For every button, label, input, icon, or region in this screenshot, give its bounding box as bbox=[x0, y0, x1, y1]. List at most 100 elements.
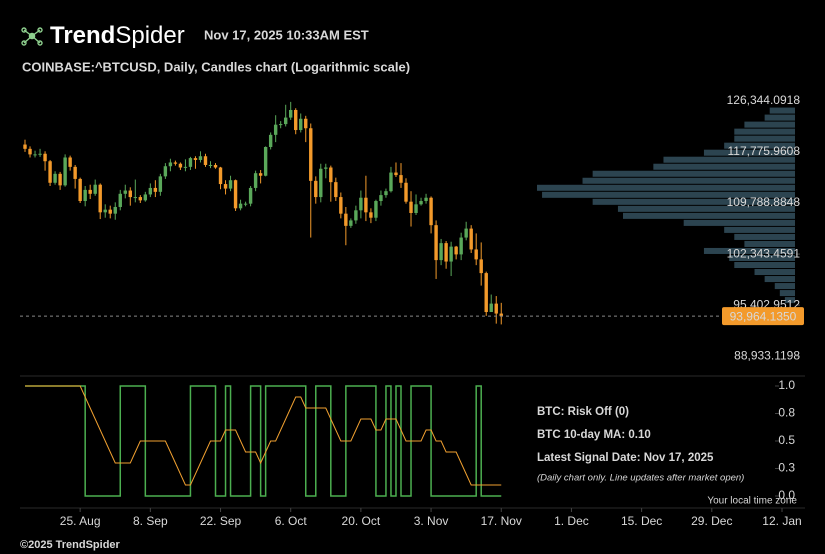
legend-entry: BTC 10-day MA: 0.10 bbox=[537, 429, 651, 441]
candle-body bbox=[344, 213, 348, 226]
volume-profile-bar bbox=[754, 269, 795, 276]
candle-body bbox=[283, 117, 288, 125]
candle-body bbox=[464, 228, 468, 238]
volume-profile-bar bbox=[592, 170, 795, 177]
candle-body bbox=[364, 197, 368, 213]
y-tick-label: 102,343.4591 bbox=[727, 246, 801, 260]
candle-body bbox=[329, 167, 333, 183]
candle-body bbox=[203, 156, 208, 165]
annotation: (Daily chart only. Line updates after ma… bbox=[537, 473, 744, 484]
candle-body bbox=[223, 184, 228, 189]
candle-body bbox=[379, 195, 383, 202]
legend-entry: BTC: Risk Off (0) bbox=[537, 406, 629, 418]
timezone-note: Your local time zone bbox=[707, 496, 797, 507]
candle-body bbox=[299, 118, 303, 131]
volume-profile-bar bbox=[683, 219, 795, 226]
candle-body bbox=[98, 184, 102, 213]
x-tick-label: 1. Dec bbox=[554, 514, 589, 528]
candle-body bbox=[309, 128, 313, 181]
logo-icon bbox=[21, 27, 43, 46]
candle-body bbox=[253, 173, 258, 188]
x-tick-label: 15. Dec bbox=[621, 514, 662, 528]
candle-body bbox=[339, 197, 343, 214]
x-tick-label: 17. Nov bbox=[481, 514, 522, 528]
volume-profile-bar bbox=[769, 107, 795, 114]
candle-body bbox=[263, 146, 268, 176]
volume-profile-bar bbox=[734, 135, 795, 142]
candle-body bbox=[58, 173, 62, 186]
volume-profile-bar bbox=[764, 276, 795, 283]
candle-body bbox=[123, 190, 127, 194]
candle-body bbox=[479, 259, 483, 274]
candle-body bbox=[369, 212, 373, 218]
candle-body bbox=[83, 189, 87, 202]
volume-profile-bar bbox=[592, 198, 795, 205]
candle-body bbox=[243, 203, 248, 205]
volume-profile-bar bbox=[724, 226, 795, 233]
volume-profile-bar bbox=[537, 184, 795, 191]
candle-body bbox=[374, 201, 378, 218]
volume-profile-bar bbox=[582, 177, 795, 184]
candle-body bbox=[143, 194, 148, 201]
candle-body bbox=[258, 173, 263, 176]
candle-body bbox=[213, 164, 218, 168]
candle-body bbox=[289, 109, 293, 118]
candle-body bbox=[233, 180, 238, 209]
candle-body bbox=[33, 154, 37, 156]
candle-body bbox=[93, 184, 97, 194]
candle-body bbox=[319, 168, 323, 198]
y-tick-label: 88,933.1198 bbox=[734, 348, 800, 362]
candle-body bbox=[474, 249, 478, 260]
candle-body bbox=[359, 197, 363, 211]
candle-body bbox=[113, 206, 117, 214]
x-tick-label: 12. Jan bbox=[762, 514, 801, 528]
candle-body bbox=[48, 161, 52, 183]
x-tick-label: 25. Aug bbox=[60, 514, 101, 528]
chart-title: COINBASE:^BTCUSD, Daily, Candles chart (… bbox=[22, 59, 410, 74]
volume-profile-bar bbox=[734, 261, 795, 269]
candle-body bbox=[444, 243, 448, 262]
candle-body bbox=[294, 109, 298, 131]
candle-body bbox=[469, 228, 473, 250]
candle-body bbox=[88, 189, 92, 194]
candle-body bbox=[43, 153, 47, 162]
candle-body bbox=[73, 166, 77, 179]
x-tick-label: 8. Sep bbox=[133, 514, 168, 528]
candle-body bbox=[28, 148, 32, 155]
candle-body bbox=[163, 166, 168, 177]
indicator-line bbox=[25, 385, 502, 497]
candle-body bbox=[153, 187, 158, 192]
y-tick-label: 0.0 bbox=[778, 488, 795, 502]
volume-profile-bar bbox=[764, 114, 795, 121]
candle-body bbox=[424, 197, 428, 202]
volume-profile-bar bbox=[663, 156, 795, 163]
candle-body bbox=[278, 124, 283, 126]
y-tick-label: 117,775.9608 bbox=[727, 144, 800, 158]
volume-profile-bar bbox=[542, 191, 795, 198]
footer: ©2025 TrendSpider bbox=[20, 539, 121, 551]
volume-profile-bar bbox=[703, 247, 795, 254]
candle-body bbox=[419, 201, 423, 205]
candle-body bbox=[198, 156, 203, 160]
candle-body bbox=[354, 210, 358, 221]
candle-body bbox=[399, 175, 403, 183]
candle-body bbox=[439, 243, 443, 261]
brand-bold: Trend bbox=[50, 22, 115, 49]
candle-body bbox=[108, 209, 112, 214]
candle-body bbox=[489, 303, 493, 313]
candle-body bbox=[178, 163, 183, 168]
candle-body bbox=[208, 164, 213, 166]
candle-body bbox=[404, 182, 408, 202]
candle-body bbox=[118, 193, 122, 207]
candle-body bbox=[158, 176, 163, 192]
volume-profile-bar bbox=[623, 212, 795, 219]
candle-body bbox=[494, 303, 498, 314]
candle-body bbox=[183, 166, 188, 168]
y-tick-label: 0.5 bbox=[778, 433, 795, 447]
volume-profile-bar bbox=[729, 254, 795, 261]
candle-body bbox=[459, 237, 463, 255]
y-tick-label: 0.8 bbox=[778, 406, 795, 420]
candle-body bbox=[133, 197, 138, 199]
candle-body bbox=[38, 153, 42, 155]
